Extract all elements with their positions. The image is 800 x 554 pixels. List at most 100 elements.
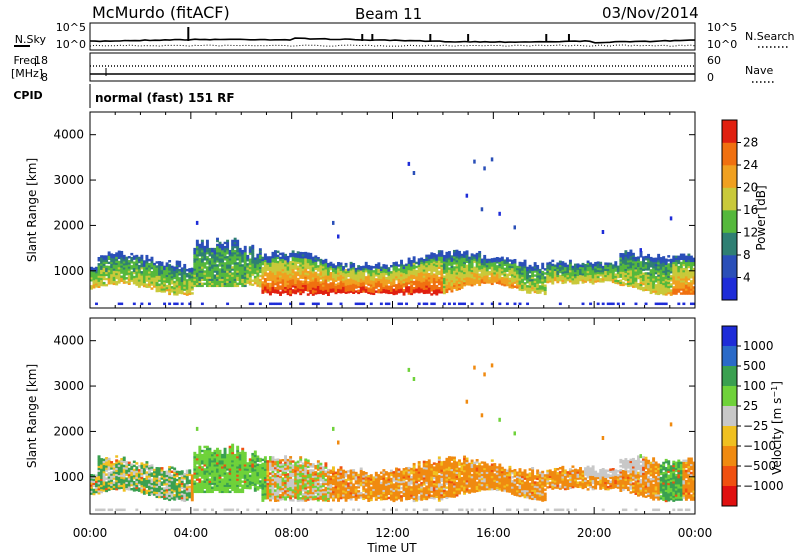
freq-tick-top: 18 [34,54,48,67]
data-cell [150,271,154,274]
data-cell [677,286,681,289]
data-cell [223,449,227,453]
data-cell [654,263,658,267]
data-cell [420,282,424,285]
data-cell [639,279,643,283]
data-cell [412,260,416,263]
data-cell [248,458,252,461]
data-cell [105,461,109,464]
data-cell [326,267,330,270]
data-cell [100,478,103,481]
data-cell [503,275,507,279]
data-cell [284,276,288,279]
data-cell [125,479,129,482]
data-cell [473,159,476,164]
data-cell [178,483,182,486]
data-cell [505,267,509,270]
data-cell [168,264,172,267]
data-cell [332,277,335,281]
data-cell [243,264,247,267]
data-cell [253,257,257,260]
data-cell [488,279,492,282]
data-cell [463,265,466,268]
data-cell [505,269,509,272]
data-cell [193,455,197,459]
data-cell [183,473,187,476]
data-cell [243,274,247,277]
data-cell [389,279,393,282]
data-cell [319,287,323,290]
data-cell [584,270,587,273]
data-cell [122,273,126,276]
data-cell [268,490,272,494]
data-cell [422,273,426,276]
data-cell [132,481,136,484]
data-cell [427,283,431,286]
data-cell [309,271,313,274]
data-cell [659,259,663,262]
data-cell [168,486,172,489]
data-cell [216,486,219,489]
data-cell [135,260,139,264]
data-cell [135,478,139,481]
data-cell [538,274,542,278]
data-cell [226,249,230,253]
data-cell [621,275,625,278]
data-cell [173,291,177,294]
data-cell [218,464,222,467]
data-cell [314,259,318,262]
data-cell [629,284,633,287]
data-cell [339,262,343,265]
data-cell [115,252,119,255]
data-cell [107,463,111,467]
data-cell [326,285,330,288]
data-cell [246,254,250,258]
data-cell [586,260,590,263]
data-cell [621,265,625,268]
data-cell [533,284,537,287]
data-cell [165,482,169,486]
data-cell [147,279,151,282]
data-cell [682,253,686,256]
data-cell [190,478,194,481]
data-cell [435,278,439,282]
data-cell [513,263,517,266]
data-cell [238,278,242,281]
data-cell [228,256,232,259]
data-cell [173,483,177,487]
data-cell [687,292,691,295]
data-cell [563,279,567,282]
data-cell [425,270,429,274]
data-cell [125,473,129,476]
data-cell [193,266,197,269]
data-cell [485,277,489,280]
data-cell [468,258,472,262]
data-cell [274,286,277,290]
ground-scatter-cell [447,302,451,306]
data-cell [574,271,577,275]
data-cell [175,278,179,282]
data-cell [447,263,451,266]
data-cell [155,287,159,291]
data-cell [579,270,582,274]
data-cell [687,253,691,256]
data-cell [677,273,681,277]
data-cell [644,284,648,287]
data-cell [498,280,502,283]
data-cell [503,259,507,262]
data-cell [200,449,204,453]
data-cell [122,263,126,266]
data-cell [238,256,242,259]
data-cell [158,473,161,476]
data-cell [352,271,356,274]
data-cell [316,289,320,293]
data-cell [218,278,222,281]
data-cell [137,264,141,268]
data-cell [405,284,409,287]
data-cell [470,283,474,287]
data-cell [145,483,149,487]
data-cell [203,249,207,253]
data-cell [160,275,164,279]
data-cell [634,258,638,262]
data-cell [584,276,587,279]
